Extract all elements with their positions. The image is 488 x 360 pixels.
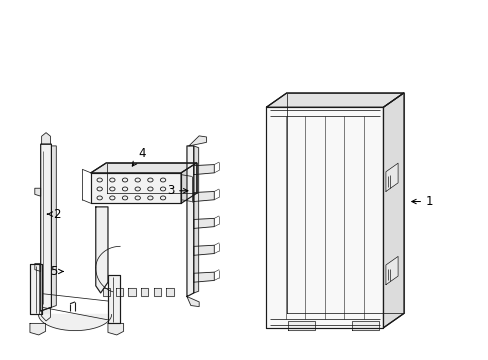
Polygon shape <box>35 264 41 271</box>
Text: 4: 4 <box>132 147 145 166</box>
Polygon shape <box>385 163 397 192</box>
Polygon shape <box>385 256 397 285</box>
Polygon shape <box>193 165 214 175</box>
Polygon shape <box>116 288 123 296</box>
Polygon shape <box>108 323 123 335</box>
Polygon shape <box>96 207 108 293</box>
Polygon shape <box>91 173 181 203</box>
Polygon shape <box>166 288 173 296</box>
Polygon shape <box>193 219 214 228</box>
Text: 1: 1 <box>411 195 433 208</box>
Polygon shape <box>30 323 45 335</box>
Polygon shape <box>351 321 378 329</box>
Polygon shape <box>51 146 56 307</box>
Polygon shape <box>128 288 136 296</box>
Polygon shape <box>41 144 51 311</box>
Polygon shape <box>108 275 120 323</box>
Polygon shape <box>181 163 196 203</box>
Polygon shape <box>193 245 214 255</box>
Polygon shape <box>41 133 50 144</box>
Polygon shape <box>266 93 403 107</box>
Text: 5: 5 <box>50 265 63 278</box>
Polygon shape <box>39 315 111 330</box>
Text: 2: 2 <box>47 208 61 221</box>
Polygon shape <box>30 264 42 315</box>
Polygon shape <box>103 288 110 296</box>
Text: 3: 3 <box>166 184 187 197</box>
Polygon shape <box>35 188 41 196</box>
Polygon shape <box>193 192 214 202</box>
Polygon shape <box>186 297 199 307</box>
Polygon shape <box>186 146 193 297</box>
Polygon shape <box>193 146 198 293</box>
Polygon shape <box>288 321 315 329</box>
Polygon shape <box>383 93 403 328</box>
Polygon shape <box>91 163 196 173</box>
Polygon shape <box>106 163 196 193</box>
Polygon shape <box>141 288 148 296</box>
Polygon shape <box>188 136 206 146</box>
Polygon shape <box>154 288 161 296</box>
Polygon shape <box>193 272 214 282</box>
Polygon shape <box>41 307 50 321</box>
Polygon shape <box>286 93 403 314</box>
Polygon shape <box>266 107 383 328</box>
